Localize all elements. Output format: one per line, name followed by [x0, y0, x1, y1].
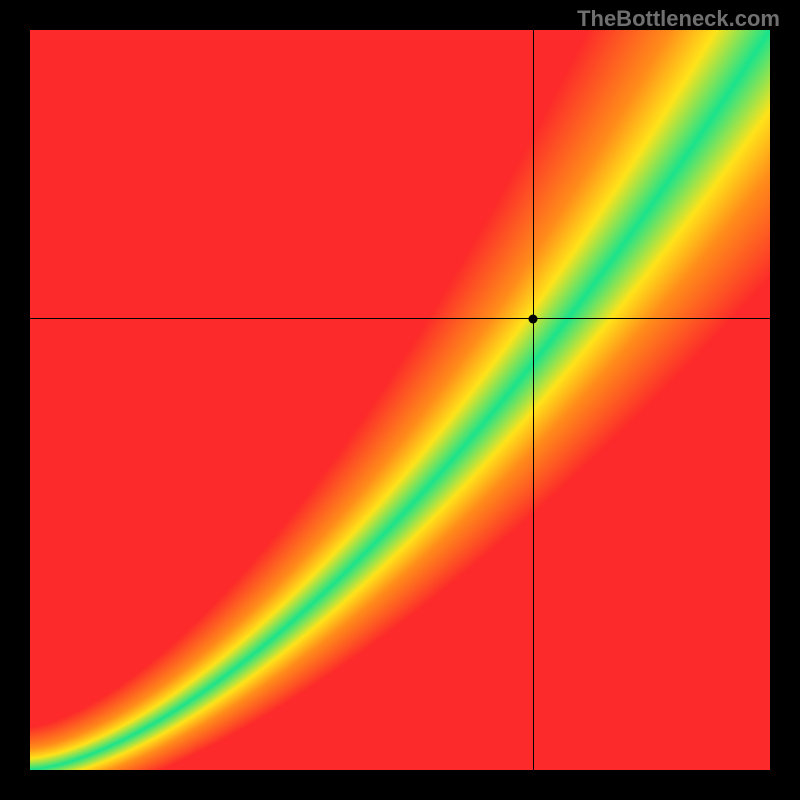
attribution-text: TheBottleneck.com	[577, 6, 780, 32]
crosshair-vertical	[533, 30, 534, 770]
bottleneck-heatmap	[30, 30, 770, 770]
crosshair-marker	[529, 314, 538, 323]
crosshair-horizontal	[30, 318, 770, 319]
